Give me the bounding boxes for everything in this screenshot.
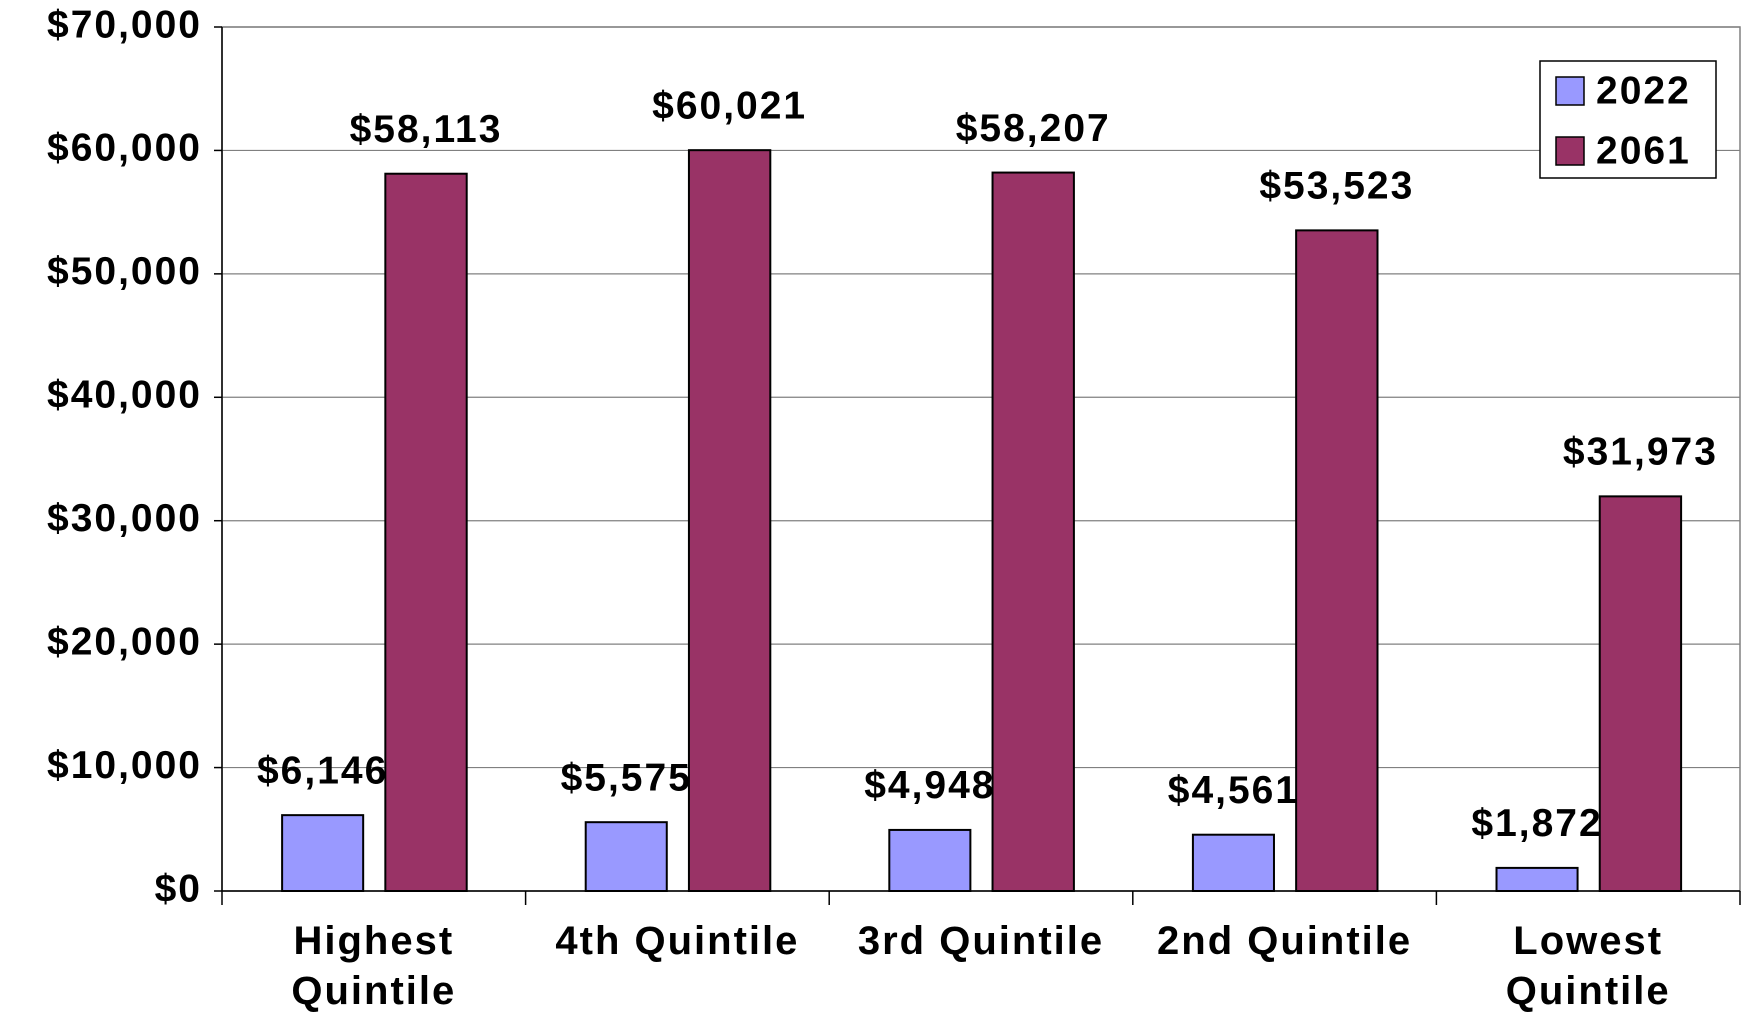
- data-label: $4,561: [1168, 769, 1299, 812]
- data-label: $60,021: [652, 84, 807, 127]
- data-label: $58,207: [956, 107, 1111, 150]
- data-label: $31,973: [1563, 431, 1718, 474]
- legend-label: 2022: [1596, 69, 1691, 112]
- y-tick-label: $20,000: [47, 620, 202, 663]
- bar: [1598, 495, 1683, 892]
- bar: [1495, 866, 1579, 892]
- y-tick-label: $70,000: [47, 3, 202, 46]
- x-tick-label: Highest Quintile: [291, 919, 457, 1013]
- x-tick-label: 2nd Quintile: [1157, 919, 1413, 963]
- bar: [687, 149, 772, 892]
- y-tick-label: $30,000: [47, 497, 202, 540]
- legend-label: 2061: [1596, 129, 1691, 172]
- y-tick-label: $50,000: [47, 250, 202, 293]
- bar: [584, 821, 668, 893]
- data-label: $5,575: [561, 756, 692, 799]
- data-label: $6,146: [257, 749, 388, 792]
- legend-swatch: [1555, 76, 1585, 106]
- bar: [888, 828, 972, 893]
- bar: [281, 814, 365, 893]
- legend-swatch: [1555, 136, 1585, 166]
- data-label: $1,872: [1471, 802, 1602, 845]
- y-tick-label: $40,000: [47, 374, 202, 417]
- data-label: $4,948: [864, 764, 995, 807]
- data-label: $53,523: [1259, 165, 1414, 208]
- bar: [384, 172, 468, 892]
- y-tick-label: $60,000: [47, 127, 202, 170]
- bar: [991, 171, 1075, 892]
- y-tick-label: $0: [155, 867, 202, 910]
- x-tick-label: Lowest Quintile: [1505, 919, 1671, 1013]
- bar: [1191, 833, 1275, 892]
- x-tick-label: 4th Quintile: [555, 919, 800, 963]
- x-tick-label: 3rd Quintile: [857, 919, 1105, 963]
- y-tick-label: $10,000: [47, 744, 202, 787]
- data-label: $58,113: [350, 108, 503, 151]
- bar: [1295, 229, 1379, 893]
